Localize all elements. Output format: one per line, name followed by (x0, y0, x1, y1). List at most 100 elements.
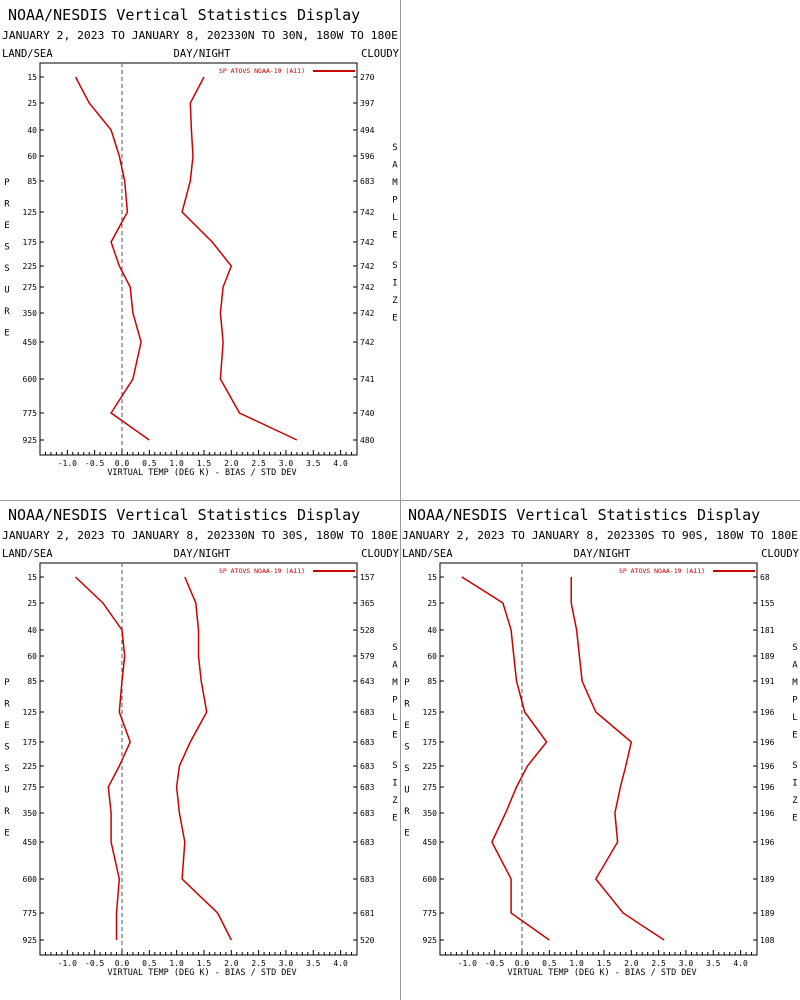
y2-axis-label-char: I (392, 779, 397, 789)
sample-size-label: 108 (760, 936, 775, 945)
sample-size-label: 196 (760, 809, 775, 818)
series-line-std_dev (181, 76, 298, 441)
y2-axis-label-char: S (392, 643, 397, 653)
plot-frame (39, 62, 358, 456)
sample-size-label: 494 (360, 126, 375, 135)
pressure-tick-label: 125 (23, 208, 38, 217)
pressure-tick-label: 450 (23, 338, 38, 347)
y2-axis-label-char: S (392, 761, 397, 771)
y2-axis-label-char: L (392, 713, 397, 723)
x-axis-label: VIRTUAL TEMP (DEG K) - BIAS / STD DEV (107, 468, 296, 478)
chart-subtitle: JANUARY 2, 2023 TO JANUARY 8, 202330S TO… (402, 530, 798, 542)
y-axis-label-char: R (4, 807, 10, 817)
x-tick-label: 1.0 (569, 959, 584, 968)
x-tick-label: 3.5 (706, 959, 721, 968)
pressure-tick-label: 85 (27, 677, 37, 686)
y2-axis-label-char: Z (792, 796, 798, 806)
pressure-tick-label: 350 (23, 809, 38, 818)
series-line-std_dev (175, 576, 232, 941)
sample-size-label: 196 (760, 738, 775, 747)
y2-axis-label-char: E (392, 231, 397, 241)
y-axis-label-char: P (4, 178, 10, 188)
x-tick-label: 2.0 (624, 959, 639, 968)
sample-size-label: 741 (360, 375, 375, 384)
y-axis-label-char: E (404, 829, 409, 839)
sample-size-label: 189 (760, 909, 775, 918)
legend-label: SP ATOVS NOAA-19 (A11) (619, 567, 705, 575)
x-axis-label: VIRTUAL TEMP (DEG K) - BIAS / STD DEV (507, 968, 696, 978)
sample-size-label: 365 (360, 599, 375, 608)
y2-axis-label-char: M (392, 678, 398, 688)
y2-axis-label-char: I (392, 279, 397, 289)
x-tick-label: -0.5 (85, 459, 104, 468)
sample-size-label: 196 (760, 708, 775, 717)
x-tick-label: -1.0 (58, 959, 77, 968)
y2-axis-label-char: S (792, 761, 797, 771)
chart-svg: NOAA/NESDIS Vertical Statistics Display J… (2, 6, 400, 478)
pressure-tick-label: 225 (23, 762, 38, 771)
x-tick-label: 1.0 (169, 459, 184, 468)
left-header: LAND/SEA (402, 548, 453, 560)
y2-axis-label-char: S (792, 643, 797, 653)
y2-axis-label-char: S (392, 261, 397, 271)
y2-axis-label-char: L (392, 213, 397, 223)
sample-size-label: 683 (360, 783, 375, 792)
left-header: LAND/SEA (2, 48, 53, 60)
y-axis-label-char: R (4, 700, 10, 710)
sample-size-label: 742 (360, 309, 375, 318)
series-line-bias (74, 76, 150, 441)
sample-size-label: 157 (360, 573, 375, 582)
pressure-tick-label: 775 (23, 909, 38, 918)
y2-axis-label-char: S (392, 143, 397, 153)
sample-size-label: 683 (360, 738, 375, 747)
y-axis-label-char: S (404, 764, 409, 774)
pressure-tick-label: 450 (423, 838, 438, 847)
sample-size-label: 683 (360, 875, 375, 884)
x-tick-label: 4.0 (333, 459, 348, 468)
y-axis-label-char: U (404, 786, 409, 796)
sample-size-label: 68 (760, 573, 770, 582)
y-axis-label-char: S (4, 264, 9, 274)
x-tick-label: 3.5 (306, 459, 321, 468)
pressure-tick-label: 60 (27, 152, 37, 161)
y2-axis-label-char: P (792, 696, 798, 706)
pressure-tick-label: 350 (23, 309, 38, 318)
y2-axis-label-char: Z (392, 796, 398, 806)
chart-panel-1: NOAA/NESDIS Vertical Statistics Display J… (0, 0, 400, 500)
x-tick-label: -0.5 (85, 959, 104, 968)
y2-axis-label-char: A (792, 661, 798, 671)
x-tick-label: 4.0 (333, 959, 348, 968)
chart-title: NOAA/NESDIS Vertical Statistics Display (8, 6, 360, 24)
series-line-std_dev (570, 577, 665, 941)
y2-axis-label-char: E (392, 314, 397, 324)
x-tick-label: 3.0 (279, 459, 294, 468)
y-axis-label-char: E (4, 829, 9, 839)
sample-size-label: 579 (360, 652, 375, 661)
pressure-tick-label: 25 (27, 99, 37, 108)
x-tick-label: 1.0 (169, 959, 184, 968)
y-axis-label-char: E (404, 721, 409, 731)
x-tick-label: 0.0 (115, 459, 130, 468)
sample-size-label: 742 (360, 238, 375, 247)
center-header: DAY/NIGHT (174, 548, 232, 560)
y-axis-label-char: R (4, 200, 10, 210)
x-tick-label: 0.5 (142, 959, 157, 968)
x-tick-label: -1.0 (458, 959, 477, 968)
pressure-tick-label: 15 (27, 573, 37, 582)
pressure-tick-label: 225 (23, 262, 38, 271)
pressure-tick-label: 175 (423, 738, 438, 747)
y2-axis-label-char: E (392, 731, 397, 741)
pressure-tick-label: 775 (423, 909, 438, 918)
pressure-tick-label: 60 (27, 652, 37, 661)
pressure-tick-label: 15 (27, 73, 37, 82)
chart-subtitle: JANUARY 2, 2023 TO JANUARY 8, 202330N TO… (2, 30, 398, 42)
y-axis-label-char: U (4, 786, 9, 796)
y-axis-label-char: R (404, 700, 410, 710)
x-tick-label: 0.0 (115, 959, 130, 968)
sample-size-label: 196 (760, 783, 775, 792)
pressure-tick-label: 275 (423, 783, 438, 792)
right-header: CLOUDY (761, 548, 800, 560)
pressure-tick-label: 25 (27, 599, 37, 608)
pressure-tick-label: 125 (23, 708, 38, 717)
pressure-tick-label: 175 (23, 738, 38, 747)
